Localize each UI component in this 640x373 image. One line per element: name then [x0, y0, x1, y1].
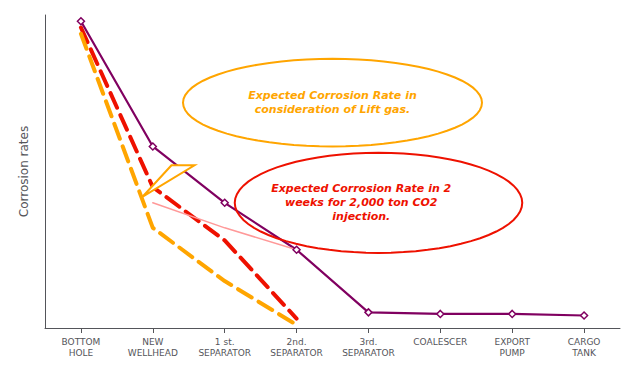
svg-text:SEPARATOR: SEPARATOR — [270, 348, 323, 358]
svg-text:COALESCER: COALESCER — [413, 337, 467, 347]
svg-text:NEW: NEW — [142, 337, 163, 347]
svg-text:HOLE: HOLE — [69, 348, 94, 358]
svg-text:TANK: TANK — [571, 348, 597, 358]
svg-text:2nd.: 2nd. — [287, 337, 307, 347]
svg-text:3rd.: 3rd. — [360, 337, 378, 347]
svg-text:EXPORT: EXPORT — [494, 337, 530, 347]
svg-text:1 st.: 1 st. — [215, 337, 235, 347]
svg-text:Expected Corrosion Rate in: Expected Corrosion Rate in — [248, 89, 417, 102]
svg-text:injection.: injection. — [332, 210, 390, 223]
svg-text:WELLHEAD: WELLHEAD — [128, 348, 178, 358]
svg-text:weeks for 2,000 ton CO2: weeks for 2,000 ton CO2 — [285, 196, 438, 209]
svg-text:consideration of Lift gas.: consideration of Lift gas. — [255, 103, 411, 116]
svg-text:SEPARATOR: SEPARATOR — [342, 348, 395, 358]
svg-text:SEPARATOR: SEPARATOR — [198, 348, 251, 358]
svg-text:PUMP: PUMP — [500, 348, 526, 358]
svg-text:Corrosion rates: Corrosion rates — [17, 126, 31, 217]
svg-text:CARGO: CARGO — [568, 337, 601, 347]
svg-text:BOTTOM: BOTTOM — [62, 337, 101, 347]
svg-text:Expected Corrosion Rate in 2: Expected Corrosion Rate in 2 — [271, 182, 451, 195]
